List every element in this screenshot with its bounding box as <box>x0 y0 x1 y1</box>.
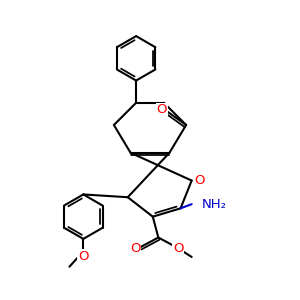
Text: O: O <box>156 103 167 116</box>
Text: O: O <box>78 250 88 263</box>
Text: NH₂: NH₂ <box>201 198 226 211</box>
Text: O: O <box>173 242 184 255</box>
Text: O: O <box>194 174 205 187</box>
Text: O: O <box>130 242 140 255</box>
